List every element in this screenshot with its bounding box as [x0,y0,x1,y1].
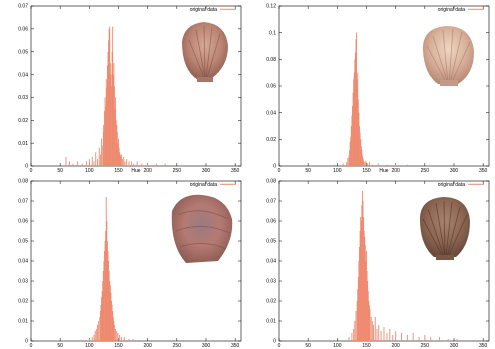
y-tick-label: 0.04 [18,259,28,265]
x-tick-label: 100 [333,343,342,349]
x-tick-label: 100 [85,168,94,174]
x-tick-label: 250 [173,168,182,174]
x-tick-label: 350 [231,343,240,349]
x-tick-label: 350 [479,168,488,174]
x-tick-label: 100 [85,343,94,349]
x-tick-label: 50 [305,343,311,349]
y-tick-label: 0.04 [18,72,28,78]
x-tick-label: 0 [278,168,281,174]
x-tick-label: 200 [391,168,400,174]
x-tick-label: 250 [421,343,430,349]
x-tick-label: 300 [202,168,211,174]
y-tick-label: 0.05 [18,49,28,55]
plot-frame [30,5,242,167]
x-tick-label: 350 [479,343,488,349]
x-tick-label: 50 [57,168,63,174]
y-tick-label: 0.07 [18,199,28,205]
y-tick-label: 0.06 [18,27,28,33]
chart-panel-bottom-right: 0 0.01 0.02 0.03 0.04 0.05 0.06 0.07 0.08 0 50 100 1… [248,175,495,349]
x-tick-label: 250 [173,343,182,349]
x-tick-label: 200 [391,343,400,349]
x-tick-label: 150 [362,168,371,174]
y-tick-label: 0.05 [18,239,28,245]
x-tick-label: 200 [143,343,152,349]
y-tick-label: 0.05 [266,239,276,245]
chart-panel-bottom-left: 0 0.01 0.02 0.03 0.04 0.05 0.06 0.07 0.08 0 50 100 1… [0,175,247,349]
plot-frame [278,5,490,167]
y-tick-label: 0.02 [18,118,28,124]
x-tick-label: 350 [231,168,240,174]
y-tick-label: 0.02 [266,137,276,143]
x-tick-label: 150 [114,343,123,349]
y-tick-label: 0 [273,164,276,170]
histogram-chart-top-right: 0 0.02 0.04 0.06 0.08 0.1 0.12 0 50 100 150 200 250 3… [266,4,490,174]
x-tick-label: 0 [278,343,281,349]
x-axis-label: Hue [379,168,388,174]
x-tick-label: 150 [362,343,371,349]
x-tick-label: 150 [114,168,123,174]
x-tick-label: 200 [143,168,152,174]
y-tick-label: 0.02 [266,299,276,305]
y-tick-label: 0.04 [266,110,276,116]
y-tick-label: 0.07 [266,199,276,205]
x-tick-label: 0 [30,168,33,174]
y-tick-label: 0.1 [269,30,276,36]
y-tick-label: 0.01 [18,319,28,325]
y-tick-label: 0.06 [18,219,28,225]
legend-label: original data [190,182,217,188]
x-tick-label: 300 [202,343,211,349]
x-tick-label: 50 [57,343,63,349]
legend-label: original data [438,182,465,188]
y-tick-label: 0.08 [266,57,276,63]
x-tick-label: 0 [30,343,33,349]
y-tick-label: 0.02 [18,299,28,305]
y-tick-label: 0 [273,339,276,345]
plot-frame [30,180,242,342]
histogram-chart-bottom-left: 0 0.01 0.02 0.03 0.04 0.05 0.06 0.07 0.08 0 50 100 1… [18,179,242,349]
y-tick-label: 0 [25,339,28,345]
y-tick-label: 0.03 [266,279,276,285]
legend-label: original data [190,7,217,13]
x-tick-label: 50 [305,168,311,174]
y-tick-label: 0 [25,164,28,170]
y-tick-label: 0.12 [266,4,276,10]
y-tick-label: 0.03 [18,279,28,285]
x-tick-label: 100 [333,168,342,174]
y-tick-label: 0.06 [266,219,276,225]
y-tick-label: 0.01 [18,141,28,147]
x-tick-label: 250 [421,168,430,174]
y-tick-label: 0.08 [18,179,28,185]
y-tick-label: 0.08 [266,179,276,185]
histogram-chart-top-left: 0 0.01 0.02 0.03 0.04 0.05 0.06 0.07 0 50 100 150 20… [18,4,242,174]
x-axis-label: Hue [131,168,140,174]
y-tick-label: 0.03 [18,95,28,101]
legend-label: original data [438,7,465,13]
y-tick-label: 0.07 [18,4,28,10]
y-tick-label: 0.06 [266,84,276,90]
histogram-chart-bottom-right: 0 0.01 0.02 0.03 0.04 0.05 0.06 0.07 0.08 0 50 100 1… [266,179,490,349]
plot-frame [278,180,490,342]
x-tick-label: 300 [450,168,459,174]
chart-panel-top-right: 0 0.02 0.04 0.06 0.08 0.1 0.12 0 50 100 150 200 250 3… [248,0,495,174]
chart-panel-top-left: 0 0.01 0.02 0.03 0.04 0.05 0.06 0.07 0 50 100 150 20… [0,0,247,174]
y-tick-label: 0.01 [266,319,276,325]
y-tick-label: 0.04 [266,259,276,265]
x-tick-label: 300 [450,343,459,349]
